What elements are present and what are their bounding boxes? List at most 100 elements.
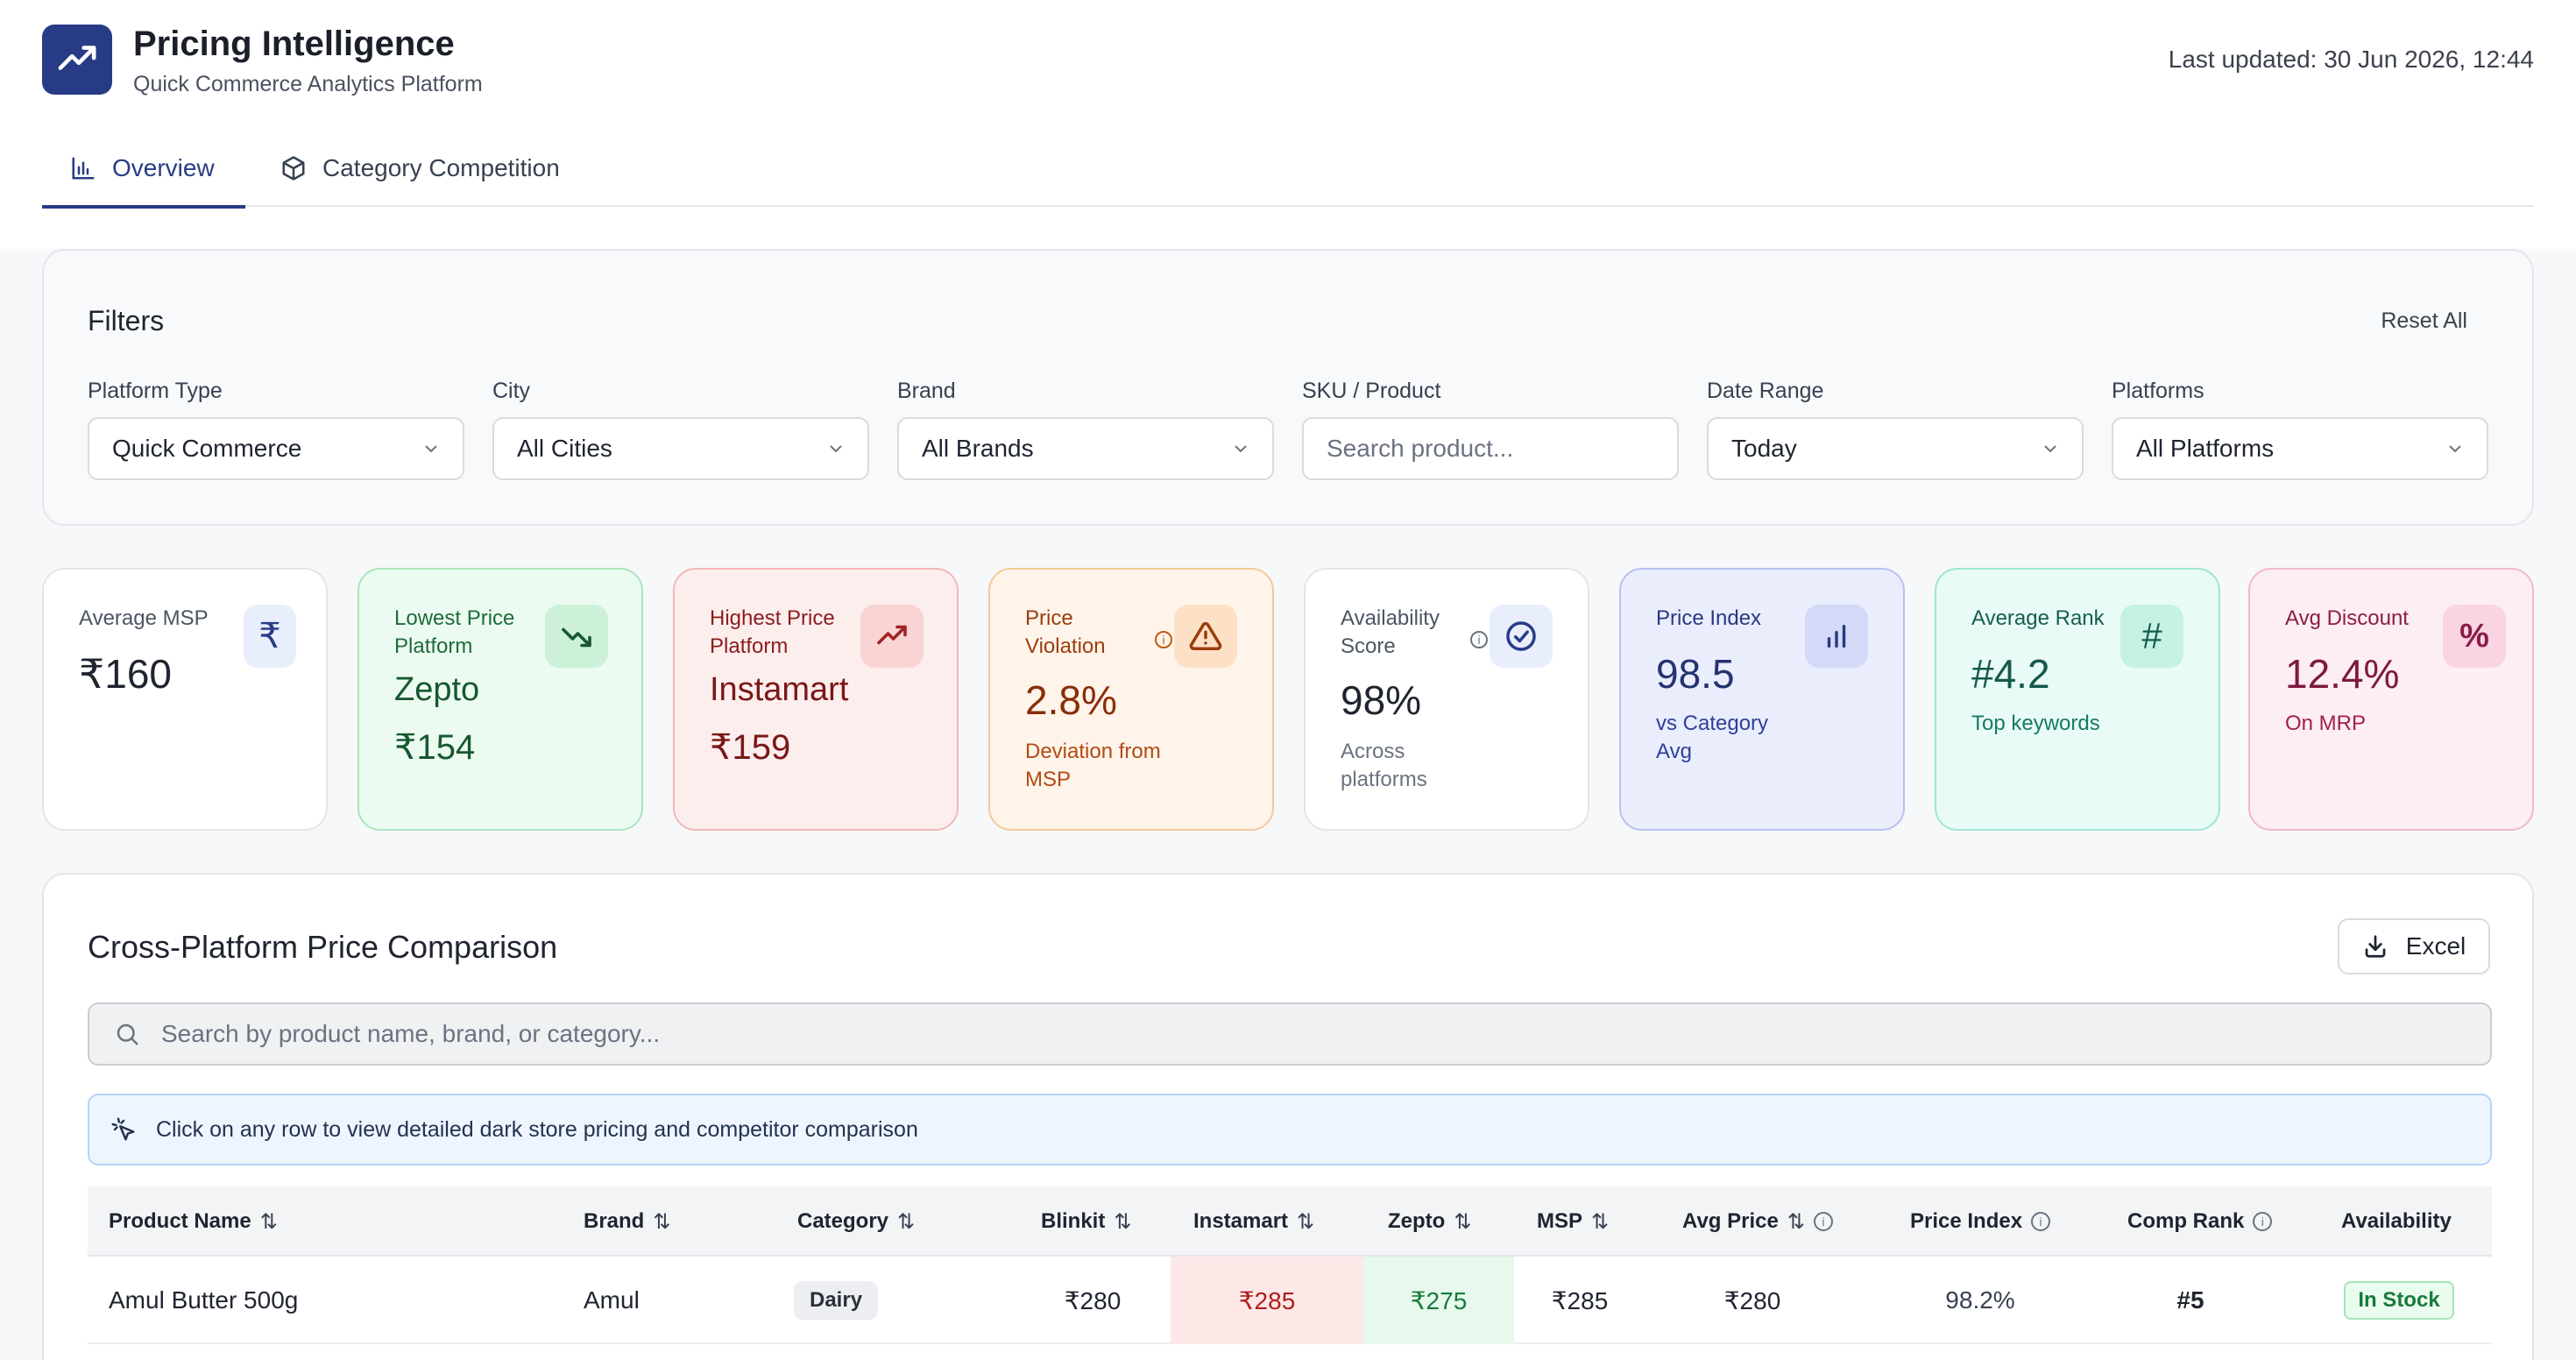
- reset-all-button[interactable]: Reset All: [2381, 308, 2467, 333]
- info-icon[interactable]: i: [1155, 631, 1172, 648]
- kpi-label: Price Index: [1656, 606, 1762, 630]
- kpi-sub: Deviation from MSP: [1025, 740, 1161, 791]
- city-filter: City All Cities: [492, 379, 869, 480]
- kpi-value: Zepto: [394, 671, 480, 708]
- date-range-filter: Date Range Today: [1707, 379, 2084, 480]
- table-row[interactable]: Amul Butter 500g Amul Dairy ₹280 ₹285 ₹2…: [88, 1257, 2492, 1344]
- table-header: Product Name ⇅ Brand ⇅ Category ⇅ Blinkit ⇅ …: [88, 1186, 2492, 1257]
- cell-brand: Amul: [584, 1286, 640, 1314]
- info-icon[interactable]: i: [1470, 631, 1488, 648]
- tab-overview[interactable]: Overview: [42, 130, 245, 209]
- search-placeholder: Search by product name, brand, or catego…: [161, 1020, 661, 1047]
- cell-comp-rank: #5: [2176, 1286, 2204, 1314]
- search-icon: [117, 1024, 138, 1045]
- kpi-value-price: ₹154: [394, 728, 476, 767]
- col-label: Instamart: [1193, 1209, 1289, 1233]
- select-value: All Cities: [517, 435, 612, 462]
- col-category[interactable]: Category ⇅: [797, 1186, 915, 1257]
- panel-title: Cross-Platform Price Comparison: [88, 929, 558, 965]
- kpi-value: 12.4%: [2285, 651, 2400, 697]
- trending-up-icon: [860, 605, 924, 668]
- kpi-label: Highest Price Platform: [710, 606, 835, 658]
- download-icon: [2365, 935, 2386, 958]
- kpi-availability-score: Availability Score i 98% Across platform…: [1304, 568, 1589, 831]
- platforms-filter: Platforms All Platforms: [2112, 379, 2488, 480]
- col-avg-price[interactable]: Avg Price ⇅ i: [1682, 1186, 1833, 1257]
- kpi-price-violation: Price Violation i 2.8% Deviation from MS…: [988, 568, 1274, 831]
- price-comparison-panel: Cross-Platform Price Comparison Excel Se…: [42, 873, 2534, 1360]
- cell-product: Amul Butter 500g: [109, 1286, 299, 1314]
- sort-icon: ⇅: [653, 1209, 671, 1234]
- select-value: All Platforms: [2136, 435, 2275, 462]
- brand-filter: Brand All Brands: [897, 379, 1274, 480]
- col-label: Brand: [584, 1209, 645, 1233]
- kpi-avg-discount: Avg Discount % 12.4% On MRP: [2248, 568, 2534, 831]
- sort-icon: ⇅: [1591, 1209, 1610, 1234]
- chevron-down-icon: [2044, 445, 2056, 453]
- select-value: All Brands: [922, 435, 1034, 462]
- col-label: Avg Price: [1682, 1209, 1779, 1233]
- filter-label: Platforms: [2112, 379, 2204, 403]
- date-range-select[interactable]: Today: [1707, 417, 2084, 480]
- filter-label: SKU / Product: [1302, 379, 1441, 403]
- kpi-label: Availability Score: [1341, 606, 1440, 658]
- platform-type-select[interactable]: Quick Commerce: [88, 417, 464, 480]
- tab-label: Category Competition: [322, 154, 560, 181]
- bar-chart-icon: [72, 157, 95, 180]
- col-product-name[interactable]: Product Name ⇅: [109, 1186, 278, 1257]
- filter-label: Date Range: [1707, 379, 1824, 403]
- chevron-down-icon: [2449, 445, 2461, 453]
- sort-icon: ⇅: [1297, 1209, 1315, 1234]
- info-icon[interactable]: i: [1813, 1212, 1833, 1231]
- hash-icon: #: [2120, 605, 2183, 668]
- sort-icon: ⇅: [897, 1209, 916, 1234]
- excel-label: Excel: [2405, 932, 2466, 960]
- filter-label: Platform Type: [88, 379, 223, 403]
- trending-up-icon: [58, 46, 96, 70]
- app-logo: [42, 25, 112, 95]
- col-price-index[interactable]: Price Index i: [1910, 1186, 2051, 1257]
- city-select[interactable]: All Cities: [492, 417, 869, 480]
- excel-export-button[interactable]: Excel: [2338, 918, 2490, 974]
- cell-instamart: ₹285: [1171, 1257, 1363, 1344]
- cell-blinkit: ₹280: [1064, 1286, 1122, 1314]
- col-label: Product Name: [109, 1209, 251, 1233]
- kpi-value-price: ₹159: [710, 728, 791, 767]
- col-brand[interactable]: Brand ⇅: [584, 1186, 670, 1257]
- kpi-sub: On MRP: [2285, 712, 2367, 735]
- sku-filter: SKU / Product Search product...: [1302, 379, 1679, 480]
- filter-label: Brand: [897, 379, 956, 403]
- tab-bar: Overview Category Competition: [42, 130, 2534, 209]
- sku-search-input[interactable]: Search product...: [1302, 417, 1679, 480]
- col-label: Blinkit: [1041, 1209, 1106, 1233]
- col-zepto[interactable]: Zepto ⇅: [1388, 1186, 1471, 1257]
- cell-price-index: 98.2%: [1945, 1286, 2015, 1314]
- app-subtitle: Quick Commerce Analytics Platform: [133, 72, 483, 96]
- col-instamart[interactable]: Instamart ⇅: [1193, 1186, 1314, 1257]
- filters-panel: Filters Reset All Platform Type Quick Co…: [42, 249, 2534, 526]
- kpi-average-msp: Average MSP ₹160 ₹: [42, 568, 328, 831]
- col-blinkit[interactable]: Blinkit ⇅: [1041, 1186, 1131, 1257]
- chevron-down-icon: [830, 445, 842, 453]
- table-search-input[interactable]: Search by product name, brand, or catego…: [88, 1002, 2492, 1066]
- cell-zepto: ₹275: [1363, 1257, 1514, 1344]
- kpi-lowest-price-platform: Lowest Price Platform Zepto ₹154: [357, 568, 643, 831]
- percent-icon: %: [2443, 605, 2506, 668]
- info-text: Click on any row to view detailed dark s…: [156, 1116, 918, 1142]
- availability-badge: In Stock: [2344, 1281, 2454, 1320]
- info-icon[interactable]: i: [2253, 1212, 2273, 1231]
- platform-type-filter: Platform Type Quick Commerce: [88, 379, 464, 480]
- col-label: Zepto: [1388, 1209, 1446, 1233]
- chevron-down-icon: [1235, 445, 1247, 453]
- col-comp-rank[interactable]: Comp Rank i: [2127, 1186, 2273, 1257]
- cell-msp: ₹285: [1551, 1286, 1609, 1314]
- sort-icon: ⇅: [259, 1209, 278, 1234]
- app-header: Pricing Intelligence Quick Commerce Anal…: [0, 0, 2576, 249]
- platforms-select[interactable]: All Platforms: [2112, 417, 2488, 480]
- tab-category-competition[interactable]: Category Competition: [280, 130, 613, 207]
- col-msp[interactable]: MSP ⇅: [1537, 1186, 1609, 1257]
- kpi-value: ₹160: [79, 651, 173, 697]
- brand-select[interactable]: All Brands: [897, 417, 1274, 480]
- info-icon[interactable]: i: [2031, 1212, 2051, 1231]
- alert-triangle-icon: [1174, 605, 1237, 668]
